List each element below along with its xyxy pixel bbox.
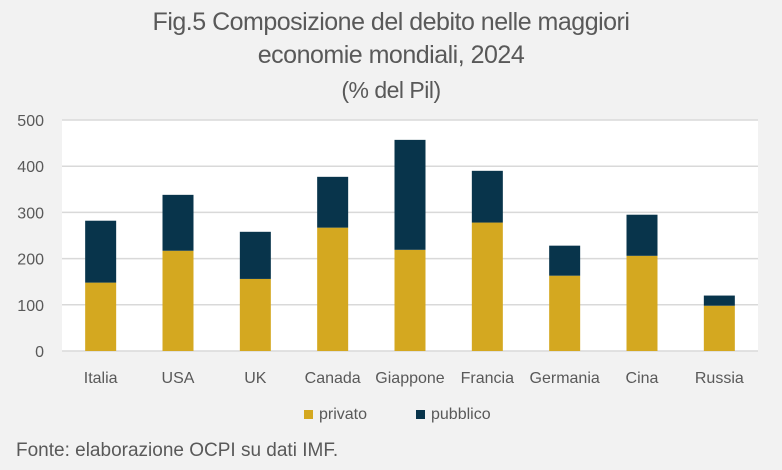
y-tick-label: 500 bbox=[17, 113, 44, 130]
y-tick-label: 100 bbox=[17, 298, 44, 315]
bar-pubblico-usa bbox=[162, 194, 194, 251]
bar-privato-italia bbox=[85, 282, 117, 351]
bar-privato-uk bbox=[239, 278, 271, 351]
x-tick-label: Giappone bbox=[375, 370, 444, 387]
bar-pubblico-francia bbox=[471, 170, 503, 223]
bar-privato-usa bbox=[162, 250, 194, 351]
bar-pubblico-uk bbox=[239, 231, 271, 279]
x-tick-label: Cina bbox=[626, 370, 659, 387]
bar-pubblico-giappone bbox=[394, 139, 426, 250]
y-tick-label: 0 bbox=[35, 344, 44, 361]
y-tick-label: 200 bbox=[17, 252, 44, 269]
chart-title-line-1: Fig.5 Composizione del debito nelle magg… bbox=[152, 8, 630, 36]
legend-label-privato: privato bbox=[319, 406, 367, 423]
source-note: Fonte: elaborazione OCPI su dati IMF. bbox=[16, 440, 339, 461]
bar-privato-cina bbox=[626, 255, 658, 351]
bar-pubblico-cina bbox=[626, 214, 658, 256]
bar-pubblico-germania bbox=[549, 245, 581, 276]
bar-privato-russia bbox=[703, 305, 735, 351]
bar-privato-giappone bbox=[394, 249, 426, 351]
legend-swatch-pubblico bbox=[416, 410, 425, 419]
bar-privato-germania bbox=[549, 275, 581, 351]
x-tick-label: Francia bbox=[461, 370, 514, 387]
bar-pubblico-russia bbox=[703, 295, 735, 306]
bar-privato-canada bbox=[317, 227, 349, 351]
x-tick-label: UK bbox=[244, 370, 267, 387]
legend-label-pubblico: pubblico bbox=[431, 406, 491, 423]
bar-pubblico-canada bbox=[317, 176, 349, 228]
bar-pubblico-italia bbox=[85, 220, 117, 283]
x-tick-label: USA bbox=[162, 370, 195, 387]
bar-privato-francia bbox=[471, 222, 503, 351]
x-tick-label: Russia bbox=[695, 370, 744, 387]
y-tick-label: 400 bbox=[17, 159, 44, 176]
x-tick-label: Italia bbox=[84, 370, 118, 387]
y-tick-label: 300 bbox=[17, 205, 44, 222]
chart-subtitle: (% del Pil) bbox=[341, 77, 441, 103]
x-tick-label: Germania bbox=[530, 370, 600, 387]
chart-title-line-2: economie mondiali, 2024 bbox=[257, 41, 525, 69]
x-tick-label: Canada bbox=[305, 370, 361, 387]
legend-swatch-privato bbox=[304, 410, 313, 419]
